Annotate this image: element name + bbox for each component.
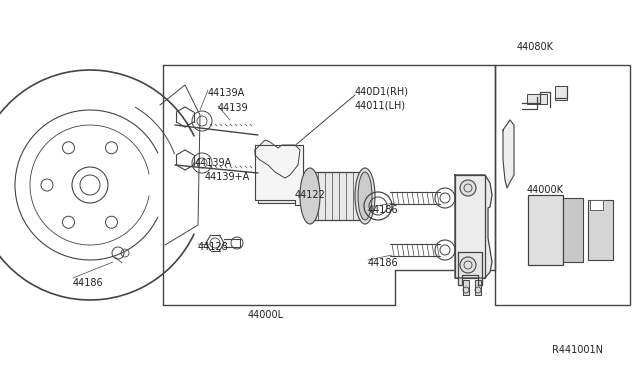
Text: R441001N: R441001N xyxy=(552,345,603,355)
Polygon shape xyxy=(503,120,514,188)
Bar xyxy=(528,195,563,265)
Ellipse shape xyxy=(300,168,320,224)
Polygon shape xyxy=(455,175,492,278)
Text: 44186: 44186 xyxy=(73,278,104,288)
Polygon shape xyxy=(255,140,300,178)
Bar xyxy=(555,86,567,100)
Bar xyxy=(588,200,613,260)
Text: 44000L: 44000L xyxy=(248,310,284,320)
Bar xyxy=(310,172,365,220)
Text: 440D1(RH): 440D1(RH) xyxy=(355,87,409,97)
Polygon shape xyxy=(590,200,603,210)
Ellipse shape xyxy=(358,172,372,220)
Text: 44000K: 44000K xyxy=(527,185,564,195)
Bar xyxy=(463,280,469,295)
Bar xyxy=(527,94,547,104)
Text: 44139A: 44139A xyxy=(208,88,245,98)
Polygon shape xyxy=(255,145,303,205)
Bar xyxy=(495,65,630,305)
Ellipse shape xyxy=(355,168,375,224)
Bar xyxy=(455,175,485,278)
Bar xyxy=(475,280,481,295)
Text: 44139: 44139 xyxy=(218,103,248,113)
Text: 44122: 44122 xyxy=(295,190,326,200)
Circle shape xyxy=(460,180,476,196)
Text: 44139+A: 44139+A xyxy=(205,172,250,182)
Text: 44139A: 44139A xyxy=(195,158,232,168)
Bar xyxy=(258,148,303,203)
Text: 44128: 44128 xyxy=(198,242,228,252)
Text: 44011(LH): 44011(LH) xyxy=(355,100,406,110)
Polygon shape xyxy=(458,252,482,285)
Text: 44186: 44186 xyxy=(368,205,399,215)
Circle shape xyxy=(460,257,476,273)
Text: 44080K: 44080K xyxy=(517,42,554,52)
Bar xyxy=(563,198,583,262)
Bar xyxy=(455,175,485,278)
Text: 44186: 44186 xyxy=(368,258,399,268)
